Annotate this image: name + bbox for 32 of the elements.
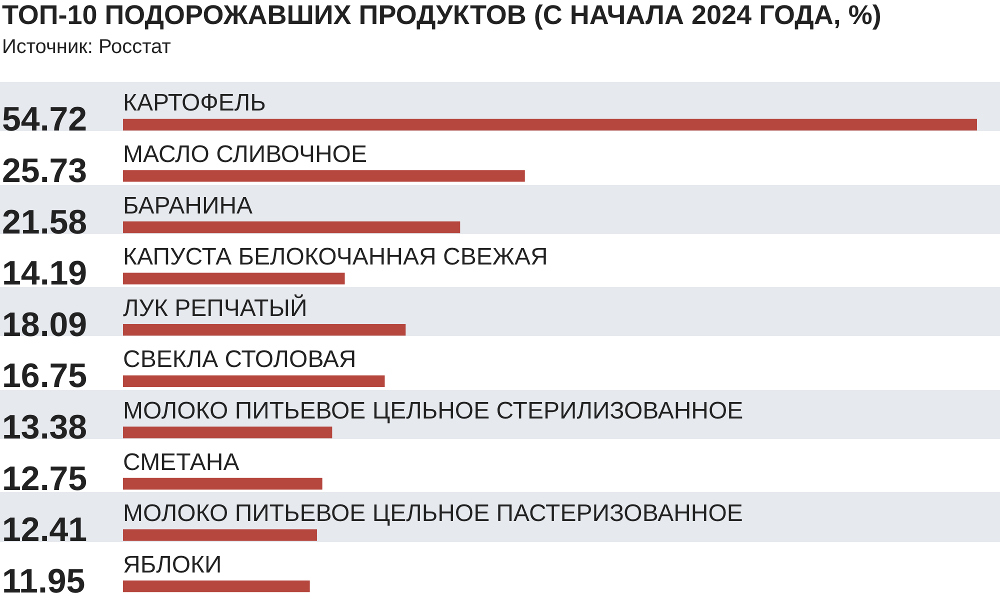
data-label: 11.95 [2,562,86,600]
bar [123,426,332,438]
bar [123,529,318,541]
y-tick-label: КАПУСТА БЕЛОКОЧАННАЯ СВЕЖАЯ [123,244,548,271]
y-tick-label: ЛУК РЕПЧАТЫЙ [123,294,308,322]
y-tick-label: МОЛОКО ПИТЬЕВОЕ ЦЕЛЬНОЕ ПАСТЕРИЗОВАННОЕ [123,500,743,528]
data-label: 54.72 [2,100,88,139]
y-tick-label: МОЛОКО ПИТЬЕВОЕ ЦЕЛЬНОЕ СТЕРИЛИЗОВАННОЕ [123,397,744,424]
data-label: 13.38 [2,408,88,446]
bar [123,478,322,490]
data-label: 12.41 [2,511,88,550]
bar [123,221,460,234]
y-tick-label: МАСЛО СЛИВОЧНОЕ [123,140,367,168]
chart-title: ТОП-10 ПОДОРОЖАВШИХ ПРОДУКТОВ (С НАЧАЛА 2024 ГОДА, %) [2,0,882,31]
data-label: 18.09 [2,306,88,344]
y-tick-label: ЯБЛОКИ [123,551,222,578]
bar [123,324,406,336]
data-label: 16.75 [2,357,88,396]
y-tick-label: СМЕТАНА [123,448,240,476]
data-label: 14.19 [2,254,88,293]
data-label: 25.73 [2,152,88,190]
bar [123,375,385,387]
bar [123,118,977,130]
bar [123,272,345,284]
y-tick-label: КАРТОФЕЛЬ [123,90,266,117]
data-label: 21.58 [2,203,88,242]
bar [123,580,310,592]
text: Источник: Росстат [2,36,171,59]
y-tick-label: СВЕКЛА СТОЛОВАЯ [123,346,356,374]
bar [123,170,525,182]
y-tick-label: БАРАНИНА [123,192,253,220]
data-label: 12.75 [2,460,88,498]
